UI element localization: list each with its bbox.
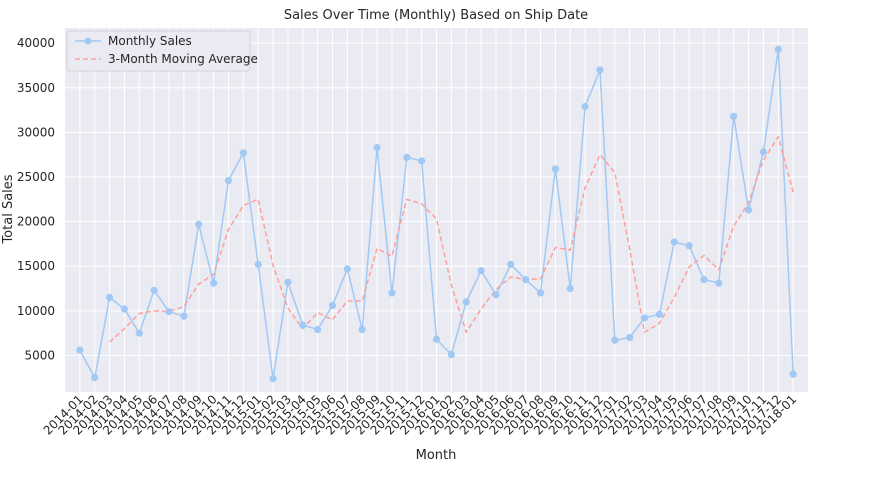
data-point (105, 293, 114, 302)
y-tick-label: 25000 (17, 170, 55, 184)
data-point (596, 66, 604, 74)
data-point (403, 153, 411, 161)
data-point (388, 289, 396, 297)
data-point (195, 220, 203, 228)
data-point (789, 370, 797, 378)
data-point (432, 335, 441, 343)
data-point (492, 291, 500, 299)
data-point (566, 284, 574, 293)
y-tick-label: 20000 (17, 215, 55, 229)
y-tick-label: 30000 (17, 125, 55, 139)
data-point (210, 279, 218, 287)
data-point (358, 325, 366, 334)
series-line-moving-average (109, 136, 794, 343)
data-point (299, 321, 307, 329)
x-axis-label: Month (416, 448, 457, 463)
data-point (328, 301, 337, 310)
data-point (551, 165, 559, 173)
y-tick-label: 10000 (17, 304, 55, 318)
y-tick-label: 35000 (17, 81, 55, 95)
data-point (91, 374, 99, 382)
legend-marker-monthly-sales (84, 37, 92, 45)
data-point (150, 286, 158, 294)
data-point (269, 375, 277, 383)
data-point (640, 314, 649, 322)
data-point (76, 346, 84, 354)
data-point (135, 329, 143, 337)
data-point (239, 149, 247, 157)
data-point (477, 267, 485, 275)
data-point (418, 157, 426, 165)
data-point (447, 350, 455, 359)
y-tick-label: 15000 (17, 259, 55, 273)
data-point (254, 260, 262, 269)
chart-title: Sales Over Time (Monthly) Based on Ship … (284, 8, 588, 23)
data-point (700, 275, 708, 284)
data-point (373, 143, 381, 152)
data-point (655, 310, 664, 318)
data-point (536, 289, 545, 297)
data-point (670, 238, 678, 246)
data-point (462, 298, 470, 306)
data-point (314, 325, 322, 334)
data-point (180, 312, 188, 320)
y-axis-label: Total Sales (1, 174, 16, 244)
data-point (759, 148, 768, 156)
y-tick-label: 40000 (17, 36, 55, 50)
data-point (730, 112, 738, 120)
data-point (165, 308, 173, 316)
y-axis-ticks: 5000 10000 15000 20000 25000 30000 35000 40000 (17, 36, 55, 362)
data-point (284, 278, 292, 286)
data-point (715, 279, 723, 287)
data-point (343, 265, 351, 273)
data-point (507, 260, 515, 269)
legend-label-monthly-sales: Monthly Sales (108, 34, 192, 48)
legend-label-moving-average: 3-Month Moving Average (108, 52, 258, 66)
data-point (224, 176, 233, 185)
data-point (626, 333, 634, 342)
data-point (685, 242, 693, 250)
y-tick-label: 5000 (24, 348, 55, 362)
data-point (611, 336, 619, 344)
data-point (744, 206, 753, 214)
legend-box (66, 30, 251, 72)
data-point (120, 305, 129, 313)
data-point (522, 275, 530, 284)
series-markers (76, 45, 797, 383)
legend: Monthly Sales 3-Month Moving Average (66, 30, 258, 72)
x-axis-ticks: 2014-012014-022014-032014-042014-052014-… (41, 392, 800, 437)
data-point (581, 102, 589, 111)
data-point (774, 45, 782, 54)
